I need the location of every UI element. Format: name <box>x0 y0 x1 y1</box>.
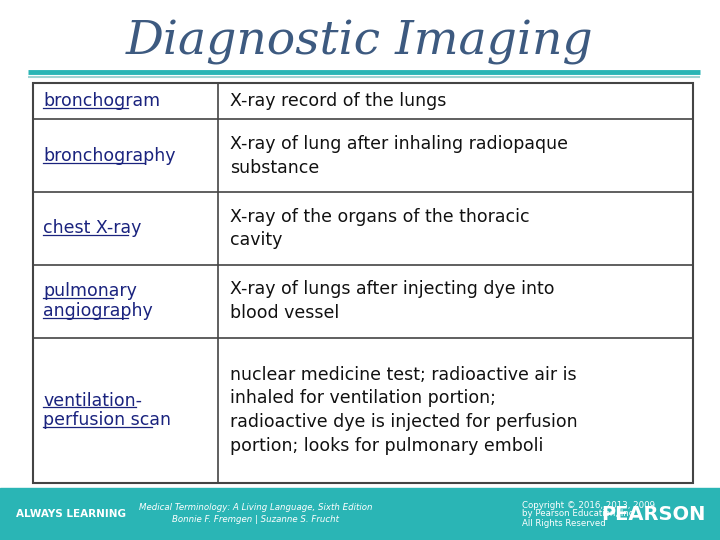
Text: X-ray of lungs after injecting dye into
blood vessel: X-ray of lungs after injecting dye into … <box>230 280 554 322</box>
Bar <box>33 83 693 483</box>
Text: by Pearson Education, Inc.: by Pearson Education, Inc. <box>522 510 636 518</box>
Bar <box>0 488 720 540</box>
Text: X-ray of the organs of the thoracic
cavity: X-ray of the organs of the thoracic cavi… <box>230 208 530 249</box>
Text: pulmonary: pulmonary <box>43 282 137 300</box>
Text: PEARSON: PEARSON <box>602 504 706 523</box>
Text: chest X-ray: chest X-ray <box>43 219 141 238</box>
Text: Bonnie F. Fremgen | Suzanne S. Frucht: Bonnie F. Fremgen | Suzanne S. Frucht <box>173 516 340 524</box>
Text: All Rights Reserved: All Rights Reserved <box>522 518 606 528</box>
Text: ventilation-: ventilation- <box>43 392 142 409</box>
Text: angiography: angiography <box>43 302 153 320</box>
Text: Copyright © 2016, 2013, 2009: Copyright © 2016, 2013, 2009 <box>522 501 655 510</box>
Text: Medical Terminology: A Living Language, Sixth Edition: Medical Terminology: A Living Language, … <box>139 503 373 511</box>
Text: ALWAYS LEARNING: ALWAYS LEARNING <box>16 509 126 519</box>
Text: nuclear medicine test; radioactive air is
inhaled for ventilation portion;
radio: nuclear medicine test; radioactive air i… <box>230 366 577 455</box>
Text: perfusion scan: perfusion scan <box>43 411 171 429</box>
Text: bronchography: bronchography <box>43 147 176 165</box>
Text: X-ray record of the lungs: X-ray record of the lungs <box>230 92 446 110</box>
Text: bronchogram: bronchogram <box>43 92 160 110</box>
Text: X-ray of lung after inhaling radiopaque
substance: X-ray of lung after inhaling radiopaque … <box>230 135 568 177</box>
Text: Diagnostic Imaging: Diagnostic Imaging <box>126 19 594 65</box>
